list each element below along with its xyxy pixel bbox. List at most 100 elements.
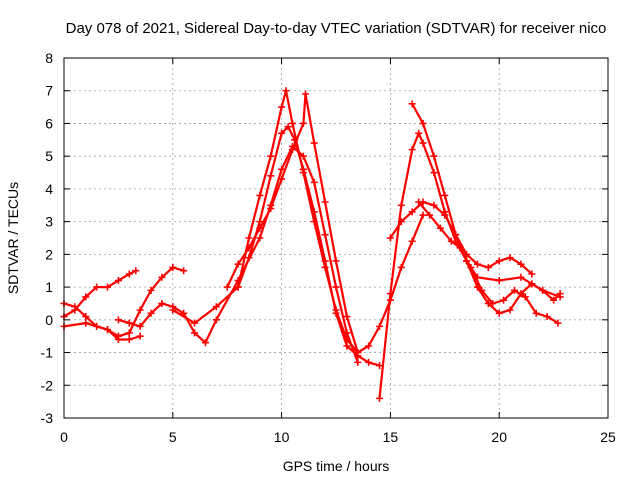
data-point <box>532 309 540 317</box>
data-point <box>543 313 551 321</box>
series-track-2 <box>60 263 188 340</box>
data-point <box>528 280 536 288</box>
y-tick-label: 7 <box>45 83 53 99</box>
data-point <box>441 211 449 219</box>
data-point <box>521 293 529 301</box>
y-tick-label: 1 <box>45 279 53 295</box>
series-line <box>62 266 185 338</box>
data-point <box>510 286 518 294</box>
data-point <box>212 316 220 324</box>
data-point <box>310 139 318 147</box>
data-point <box>506 254 514 262</box>
data-point <box>299 152 307 160</box>
data-point <box>136 332 144 340</box>
data-point <box>93 283 101 291</box>
data-point <box>365 342 373 350</box>
data-point <box>397 201 405 209</box>
data-point <box>256 224 264 232</box>
data-point <box>408 208 416 216</box>
y-tick-label: 4 <box>45 181 53 197</box>
series-line <box>417 200 560 325</box>
data-point <box>234 260 242 268</box>
data-point <box>212 303 220 311</box>
data-point <box>539 286 547 294</box>
data-point <box>256 234 264 242</box>
data-point <box>473 260 481 268</box>
data-point <box>136 306 144 314</box>
data-point <box>278 103 286 111</box>
data-point <box>104 326 112 334</box>
data-point <box>180 267 188 275</box>
data-point <box>132 267 140 275</box>
data-point <box>82 293 90 301</box>
data-point <box>114 277 122 285</box>
series-line <box>389 200 562 315</box>
y-tick-label: 3 <box>45 214 53 230</box>
data-point <box>321 198 329 206</box>
data-point <box>517 260 525 268</box>
x-tick-label: 5 <box>169 429 177 445</box>
data-point <box>147 309 155 317</box>
y-tick-label: 5 <box>45 148 53 164</box>
data-point <box>354 349 362 357</box>
data-point <box>354 358 362 366</box>
data-point <box>310 218 318 226</box>
data-point <box>528 270 536 278</box>
data-point <box>397 218 405 226</box>
data-point <box>82 313 90 321</box>
data-point <box>419 139 427 147</box>
data-point <box>408 100 416 108</box>
data-point <box>82 319 90 327</box>
data-point <box>419 119 427 127</box>
axis-ticks: 0 5 10 15 20 25 -3 -2 -1 0 1 2 3 4 5 6 7 8 <box>41 50 616 445</box>
data-point <box>114 316 122 324</box>
data-point <box>489 299 497 307</box>
x-tick-label: 20 <box>491 429 507 445</box>
data-point <box>288 119 296 127</box>
x-tick-label: 15 <box>383 429 399 445</box>
data-point <box>478 286 486 294</box>
data-point <box>321 231 329 239</box>
series-track-9 <box>386 198 564 317</box>
data-point <box>408 146 416 154</box>
data-point <box>332 306 340 314</box>
data-point <box>332 283 340 291</box>
data-point <box>386 234 394 242</box>
x-axis-label: GPS time / hours <box>283 458 390 474</box>
data-point <box>397 263 405 271</box>
y-axis-label: SDTVAR / TECUs <box>5 182 21 294</box>
data-point <box>245 244 253 252</box>
x-tick-label: 10 <box>274 429 290 445</box>
data-point <box>125 335 133 343</box>
data-point <box>223 283 231 291</box>
data-point <box>419 211 427 219</box>
data-point <box>125 329 133 337</box>
series-group <box>60 87 564 402</box>
series-track-1 <box>60 267 140 321</box>
x-tick-label: 25 <box>600 429 616 445</box>
data-point <box>376 394 384 402</box>
data-point <box>365 358 373 366</box>
series-line <box>226 92 359 354</box>
data-point <box>71 303 79 311</box>
chart-title: Day 078 of 2021, Sidereal Day-to-day VTE… <box>66 20 607 37</box>
y-tick-label: 8 <box>45 50 53 66</box>
data-point <box>430 201 438 209</box>
data-point <box>554 319 562 327</box>
data-point <box>158 273 166 281</box>
data-point <box>343 313 351 321</box>
data-point <box>495 257 503 265</box>
data-point <box>495 277 503 285</box>
data-point <box>415 198 423 206</box>
data-point <box>332 257 340 265</box>
data-point <box>288 146 296 154</box>
data-point <box>169 306 177 314</box>
data-point <box>452 231 460 239</box>
data-point <box>158 299 166 307</box>
data-point <box>234 283 242 291</box>
data-point <box>278 165 286 173</box>
data-point <box>191 329 199 337</box>
y-tick-label: -3 <box>41 410 54 426</box>
data-point <box>426 211 434 219</box>
